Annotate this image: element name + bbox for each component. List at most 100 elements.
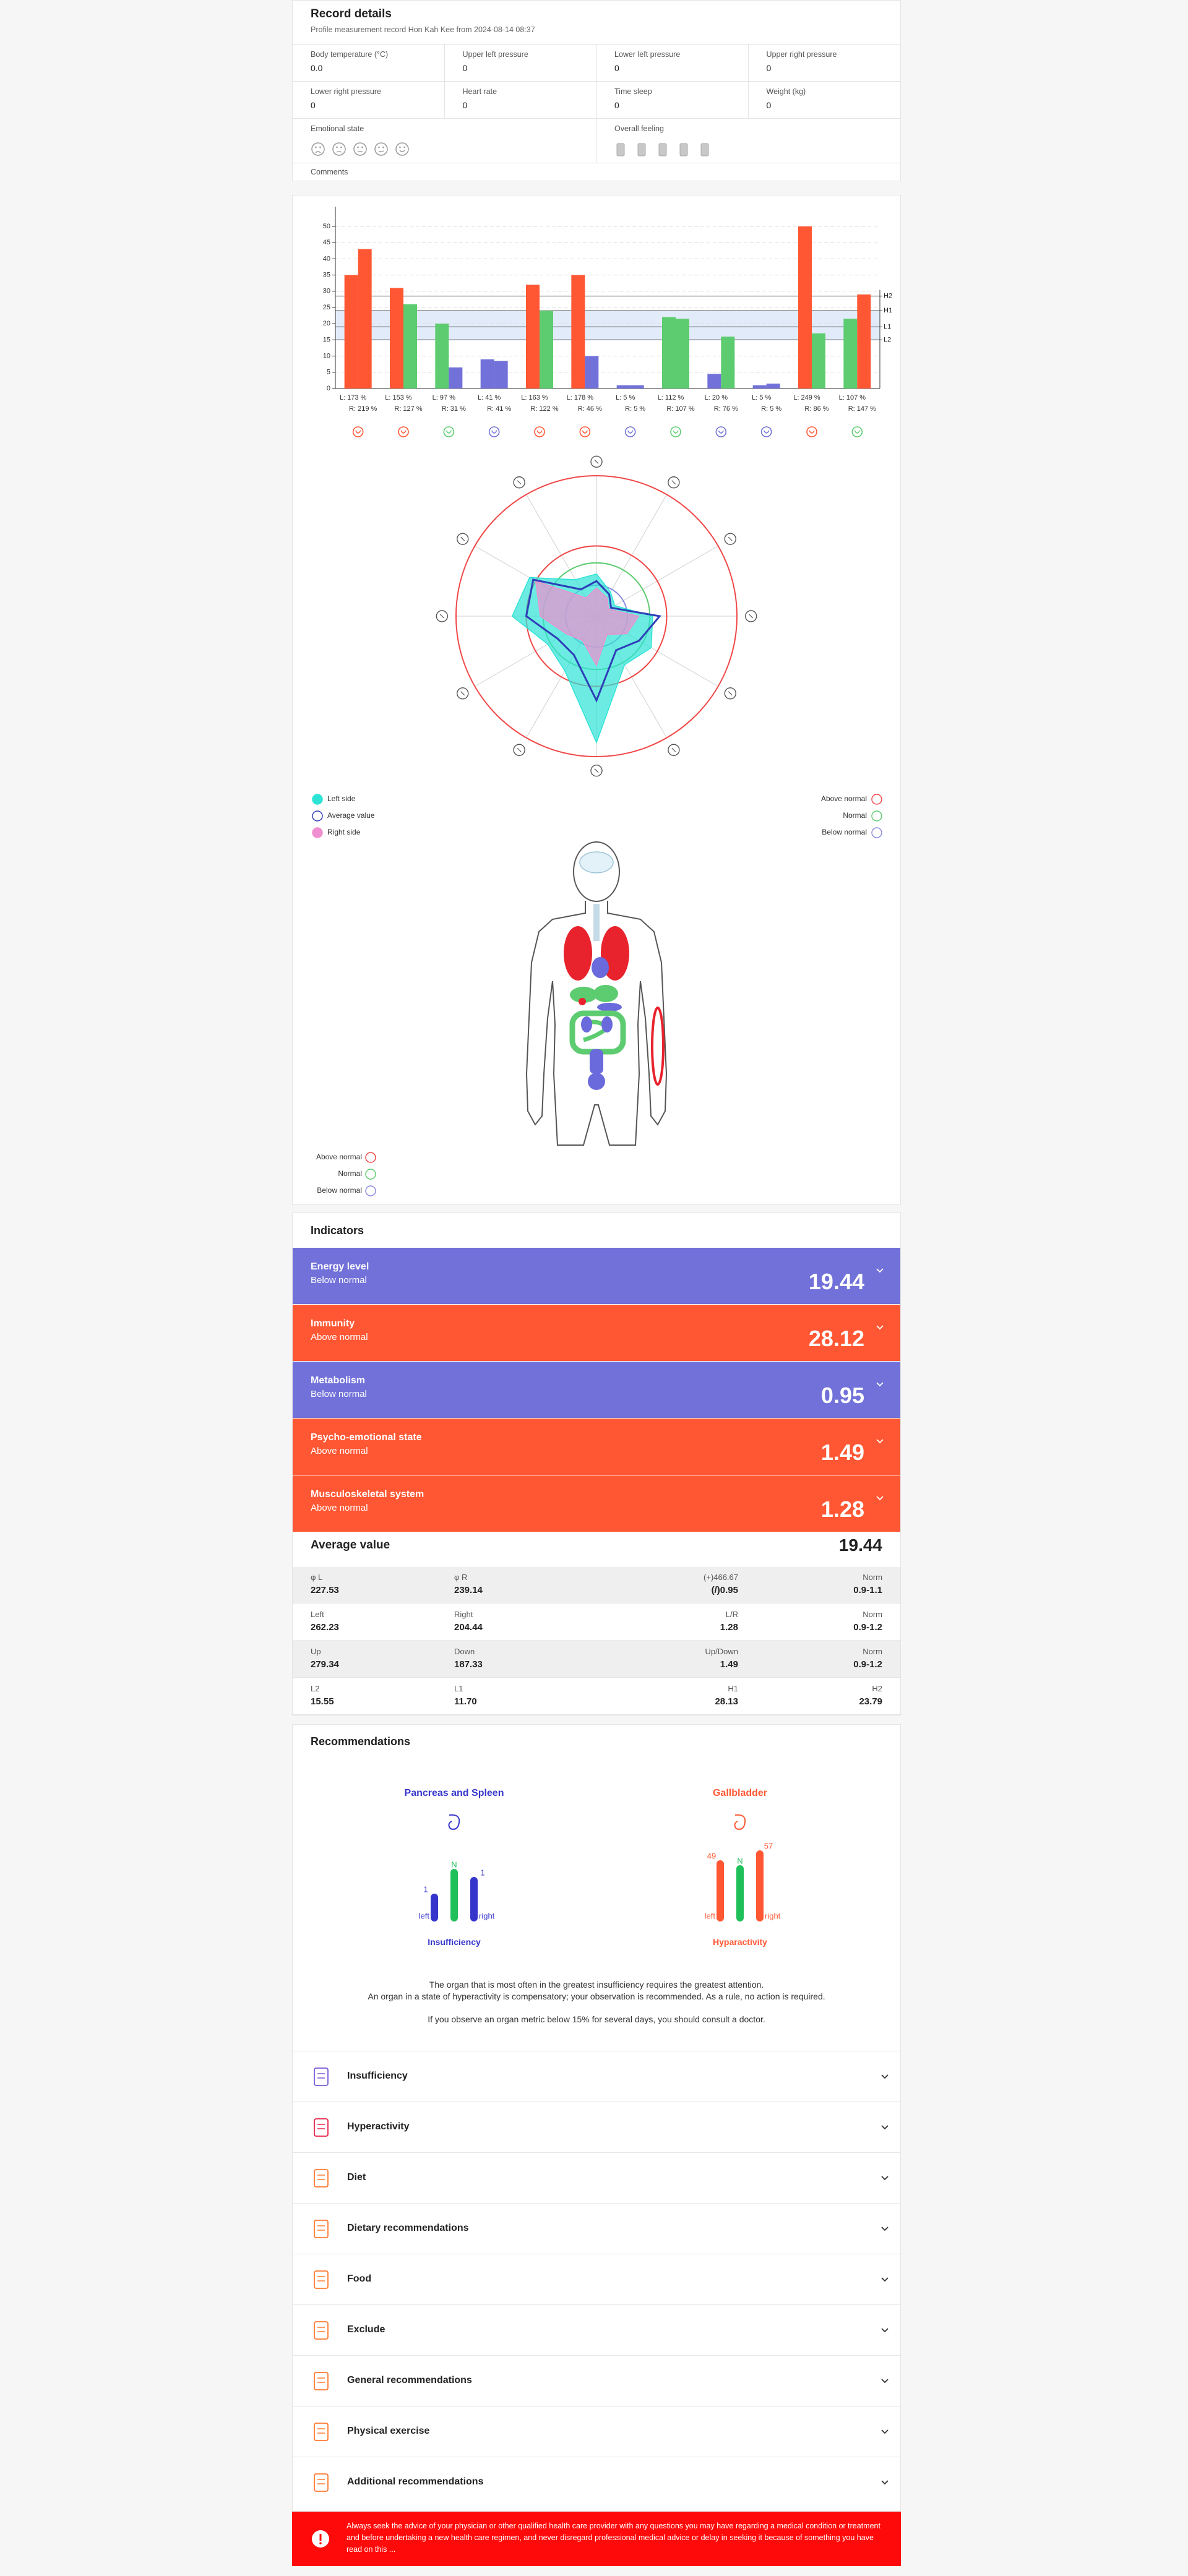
accordion-item[interactable]: Food [293,2254,900,2304]
indicator-row[interactable]: Musculoskeletal system Above normal 1.28 [293,1475,900,1532]
legend-label: Normal [338,1169,362,1178]
accordion-item[interactable]: Dietary recommendations [293,2203,900,2254]
mouth [399,150,405,152]
metric-value: 23.79 [859,1696,882,1707]
indicator-row[interactable]: Immunity Above normal 28.12 [293,1305,900,1361]
organ-icon-shape [734,1814,746,1830]
organ-bar [431,1894,438,1921]
side-label: right [765,1911,781,1920]
organ-icon-shape [670,426,681,437]
radar-organ-icon [436,610,449,622]
bar-label: L: 112 % [658,394,684,401]
bar [344,275,358,389]
field-value: 0 [614,100,619,110]
organ-icon [448,1814,460,1830]
state-cell: Overall feeling [596,118,900,163]
accordion-item[interactable]: General recommendations [293,2355,900,2406]
section-icon-shape [314,2220,329,2238]
chevron-path [876,1439,884,1444]
bar-label: R: 219 % [349,405,377,413]
section-icon-shape [314,2169,329,2187]
organ-bar [717,1860,724,1921]
legend-swatch [871,794,882,805]
bar-label: R: 5 % [625,405,645,413]
organ-heart [592,957,609,978]
indicator-value: 28.12 [808,1326,864,1351]
organ-icon [443,426,455,437]
accordion-item[interactable]: Hyperactivity [293,2102,900,2152]
y-tick-label: 5 [327,369,330,376]
indicator-name: Immunity [311,1318,355,1329]
legend-label: Below normal [317,1186,362,1195]
field-cell: Body temperature (°C) 0.0 [293,44,445,81]
radar-organ-icon [517,747,522,752]
y-tick-label: 35 [323,271,330,278]
metric-value: 1.28 [720,1622,738,1633]
field-cell: Time sleep 0 [596,81,749,118]
body-head [573,841,620,902]
y-tick-label: 25 [323,304,330,311]
indicator-row[interactable]: Psycho-emotional state Above normal 1.49 [293,1419,900,1475]
side-label: left [419,1911,430,1920]
organ-trachea [593,904,600,941]
metric-value: 279.34 [311,1659,339,1670]
organ-icon-shape [624,426,636,437]
comments-cell: Comments [293,163,900,181]
accordion-item[interactable]: Physical exercise [293,2406,900,2457]
y-tick-label: 0 [327,385,330,392]
organ-icon-shape [806,426,817,437]
accordion-item[interactable]: Insufficiency [293,2051,900,2102]
y-tick-label: 20 [323,320,330,327]
chevron-path [881,2480,889,2485]
bar [480,359,494,389]
field-cell: Upper right pressure 0 [748,44,901,81]
accordion-item[interactable]: Exclude [293,2304,900,2355]
accordion-item[interactable]: Additional recommendations [293,2457,900,2507]
bar-label: R: 147 % [848,405,876,413]
bar-label: R: 127 % [394,405,422,413]
reference-label: H2 [884,293,892,300]
section-icon [314,2118,329,2137]
legend-label: Below normal [822,828,867,836]
normal-band [335,311,880,340]
radar-organ-icon [745,610,757,622]
metric-label: Norm [863,1573,882,1582]
organ-icon [488,426,500,437]
metric-value: 11.70 [454,1696,477,1707]
field-value: 0 [462,63,468,73]
section-title: General recommendations [347,2375,472,2385]
organ-brain [579,851,614,874]
face [395,142,409,156]
section-icon-shape [314,2118,329,2137]
bar-label: R: 46 % [578,405,602,413]
bar [766,384,780,389]
indicator-status: Below normal [311,1275,367,1286]
y-tick-label: 30 [323,288,330,295]
bar-label: L: 5 % [752,394,771,401]
indicator-row[interactable]: Energy level Below normal 19.44 [293,1248,900,1304]
chevron-path [881,2379,889,2384]
radar-organ-icon [590,765,603,777]
field-label: Lower right pressure [311,87,381,96]
face [332,142,346,156]
mouth [315,151,321,153]
metric-value: (/)0.95 [711,1585,738,1595]
radar-organ-icon [439,614,444,619]
metric-value: 187.33 [454,1659,483,1670]
chevron [881,2480,889,2485]
chevron-path [881,2176,889,2181]
bar [812,333,825,389]
indicator-row[interactable]: Metabolism Below normal 0.95 [293,1362,900,1418]
accordion-item[interactable]: Diet [293,2152,900,2203]
legend-label: Left side [327,794,356,803]
metric-label: L/R [725,1610,738,1619]
field-cell: Lower left pressure 0 [596,44,749,81]
legend-swatch [312,794,323,805]
record-card: Record details Profile measurement record… [292,0,901,181]
metrics-row: φ L 227.53 φ R 239.14 (+)466.67 (/)0.95 Norm 0.… [293,1567,900,1604]
note: If you observe an organ metric below 15%… [428,2014,765,2024]
bar [435,324,449,389]
organ-icon-shape [355,430,361,434]
radar-organ-icon [517,480,522,485]
indicator-status: Above normal [311,1503,368,1513]
